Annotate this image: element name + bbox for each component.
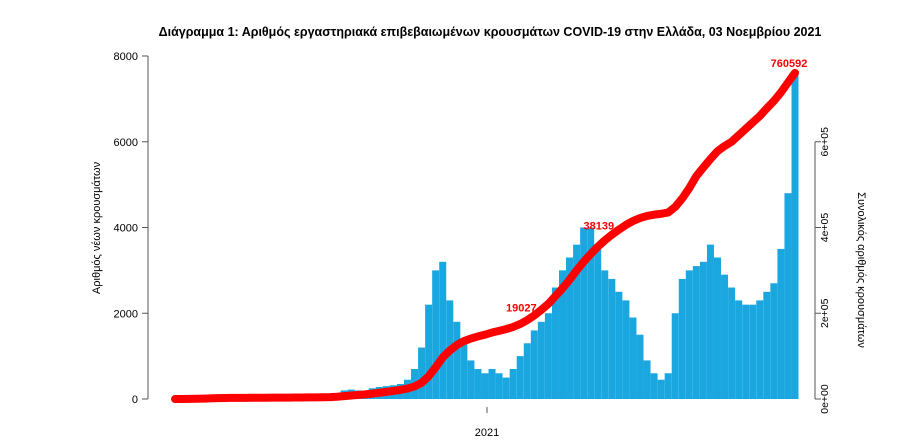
bar (699, 261, 707, 399)
bar (425, 304, 433, 399)
annotation-label: 760592 (771, 58, 808, 70)
bar (791, 73, 799, 400)
bar (742, 304, 750, 399)
bar (474, 368, 482, 399)
bar (537, 321, 545, 399)
bar (636, 334, 644, 399)
bar (530, 330, 538, 399)
bar (594, 248, 602, 399)
bar (559, 270, 566, 399)
bar (770, 283, 778, 399)
bar (418, 347, 426, 399)
bar (460, 343, 468, 399)
bar (432, 270, 440, 399)
bar (523, 343, 531, 399)
bars-group (171, 73, 799, 400)
bar (580, 227, 588, 399)
bar (615, 291, 623, 399)
y2-tick-label: 0e+00 (819, 384, 831, 414)
y-tick-label: 0 (132, 394, 138, 406)
bar (516, 356, 524, 399)
annotations-group: 19027 38139 760592 (506, 58, 807, 315)
bar (756, 300, 764, 399)
bar (650, 373, 658, 399)
bar (453, 321, 461, 399)
bar (502, 377, 510, 399)
x-tick-label: 2021 (475, 427, 499, 439)
bar (481, 373, 489, 399)
bar (692, 266, 700, 399)
bar (467, 360, 475, 399)
y2-axis-label: Συνολικός αριθμός κρουσμάτων (855, 192, 867, 348)
bar (728, 287, 736, 399)
bar (777, 248, 785, 399)
bar (551, 287, 559, 399)
bar (671, 313, 679, 399)
annotation-label: 19027 (506, 303, 537, 315)
bar (509, 368, 517, 399)
bar (678, 278, 686, 399)
y2-tick-label: 2e+05 (819, 298, 831, 328)
bar (749, 304, 757, 399)
chart-title: Διάγραμμα 1: Αριθμός εργαστηριακά επιβεβ… (159, 25, 822, 39)
y-tick-label: 8000 (114, 51, 138, 63)
bar (544, 313, 552, 399)
bar (706, 244, 714, 399)
annotation-label: 38139 (583, 220, 614, 232)
y-tick-label: 6000 (114, 137, 138, 149)
bar (488, 368, 496, 399)
bar (763, 291, 771, 399)
bar (587, 227, 595, 399)
axes-group: 0 2000 4000 6000 8000 0e+00 2e+05 4e+05 6e+05 202… (114, 51, 831, 439)
bar (566, 257, 574, 399)
bar (439, 261, 447, 399)
bar (721, 274, 729, 399)
bar (714, 257, 721, 399)
cumulative-line (171, 68, 799, 403)
bar (784, 193, 792, 399)
y-tick-label: 4000 (114, 223, 138, 235)
bar (685, 270, 693, 399)
y-axis-label: Αριθμός νέων κρουσμάτων (91, 161, 103, 294)
bar (608, 278, 616, 399)
y2-tick-label: 6e+05 (819, 127, 831, 157)
bar (495, 373, 503, 399)
bar (735, 300, 743, 399)
bar (643, 360, 651, 399)
y2-tick-label: 4e+05 (819, 213, 831, 243)
bar (629, 317, 637, 399)
bar (601, 270, 609, 399)
bar (664, 373, 672, 399)
cumulative-line-group (171, 68, 799, 403)
bar (657, 379, 665, 399)
bar (622, 300, 630, 399)
bar (573, 244, 581, 399)
y-tick-label: 2000 (114, 308, 138, 320)
